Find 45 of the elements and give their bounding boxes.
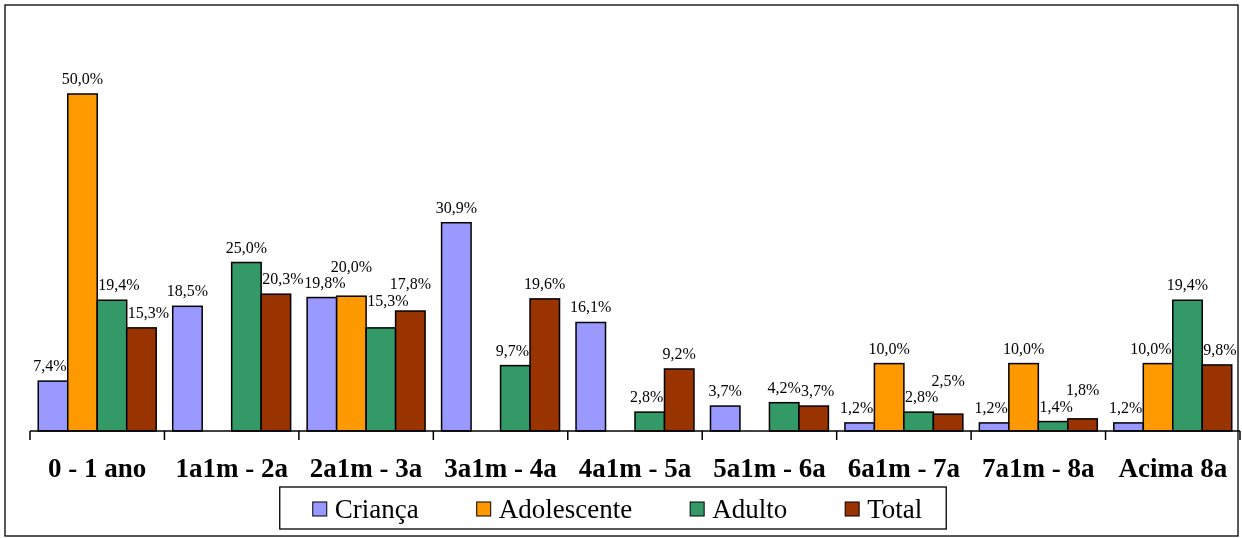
legend-label: Adolescente bbox=[498, 494, 633, 524]
data-label: 1,8% bbox=[1065, 380, 1100, 398]
legend-label: Total bbox=[867, 494, 923, 524]
data-label: 1,4% bbox=[1039, 397, 1073, 415]
legend-label: Adulto bbox=[712, 494, 788, 524]
data-label: 3,7% bbox=[708, 382, 742, 400]
data-label: 9,8% bbox=[1203, 340, 1237, 358]
data-label: 4,2% bbox=[767, 378, 801, 396]
data-label: 20,0% bbox=[330, 258, 373, 276]
data-label: 2,8% bbox=[630, 388, 664, 406]
data-label: 25,0% bbox=[225, 238, 268, 256]
data-label: 1,2% bbox=[840, 398, 874, 416]
data-label: 2,5% bbox=[931, 372, 965, 390]
data-label: 3,7% bbox=[801, 382, 835, 400]
data-label: 18,5% bbox=[166, 282, 209, 300]
data-label: 17,8% bbox=[389, 275, 431, 293]
x-tick-label: 4a1m - 5a bbox=[578, 453, 692, 483]
data-label: 10,0% bbox=[1002, 339, 1045, 357]
x-tick-label: 2a1m - 3a bbox=[309, 453, 423, 483]
data-label: 9,7% bbox=[495, 341, 529, 359]
data-label: 30,9% bbox=[435, 198, 477, 216]
data-label: 1,2% bbox=[1108, 398, 1143, 416]
data-label: 16,1% bbox=[570, 298, 612, 316]
x-tick-label: 3a1m - 4a bbox=[444, 453, 558, 483]
x-tick-label: 6a1m - 7a bbox=[847, 453, 961, 483]
data-label: 19,4% bbox=[1166, 276, 1209, 294]
x-tick-label: 5a1m - 6a bbox=[713, 453, 827, 483]
x-tick-label: 0 - 1 ano bbox=[48, 453, 147, 483]
x-tick-label: 1a1m - 2a bbox=[175, 453, 289, 483]
data-label: 7,4% bbox=[33, 357, 67, 375]
x-tick-label: Acima 8a bbox=[1118, 453, 1228, 483]
data-label: 19,8% bbox=[304, 273, 346, 291]
data-label: 19,4% bbox=[98, 276, 140, 294]
data-label: 15,3% bbox=[127, 303, 170, 321]
data-label: 10,0% bbox=[868, 339, 910, 357]
data-label: 1,2% bbox=[974, 398, 1008, 416]
data-label: 20,3% bbox=[262, 270, 304, 288]
legend-label: Criança bbox=[334, 494, 419, 524]
data-label: 10,0% bbox=[1130, 339, 1172, 357]
data-label: 2,8% bbox=[904, 388, 939, 406]
data-label: 15,3% bbox=[367, 291, 409, 309]
data-label: 50,0% bbox=[61, 70, 104, 87]
data-label: 19,6% bbox=[524, 274, 566, 292]
x-tick-label: 7a1m - 8a bbox=[982, 453, 1096, 483]
data-label: 9,2% bbox=[662, 344, 696, 362]
